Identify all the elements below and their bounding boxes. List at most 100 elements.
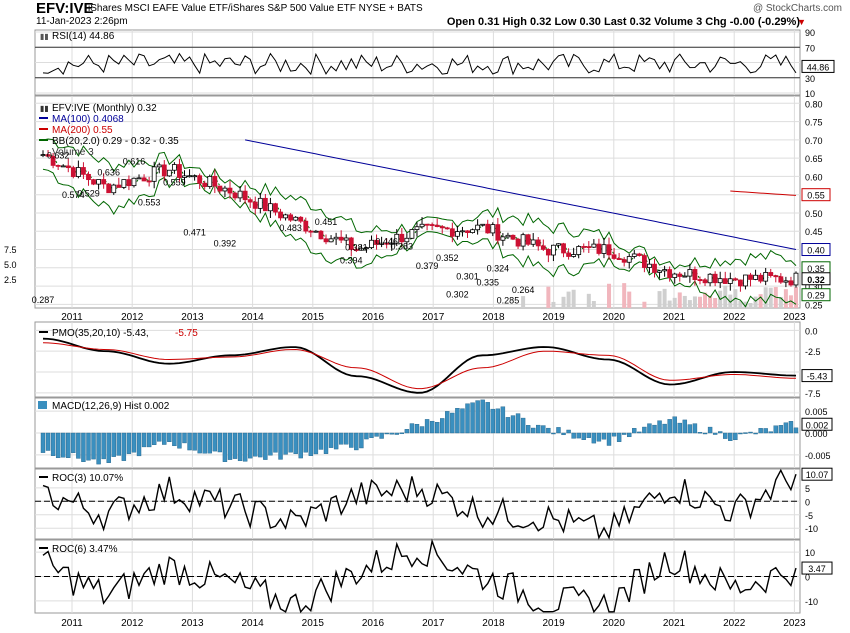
- candle-body: [561, 243, 566, 254]
- ma100-legend: MA(100) 0.4068: [52, 114, 124, 125]
- pmo-line: [42, 337, 797, 394]
- candle-body: [121, 179, 127, 188]
- macd-hist-bar: [293, 432, 298, 454]
- candle-body: [65, 165, 71, 169]
- macd-hist-bar: [162, 432, 167, 445]
- volume-bar: [667, 300, 672, 308]
- pmo-y-tick: -2.5: [805, 347, 821, 357]
- macd-hist-bar: [318, 432, 324, 450]
- macd-hist-bar: [409, 423, 415, 434]
- macd-hist-bar: [313, 432, 319, 455]
- candle-body: [384, 242, 390, 245]
- x-axis-label-lower: 2018: [482, 618, 505, 629]
- price-annotation: 0.381: [345, 242, 368, 252]
- candle-body: [520, 234, 526, 247]
- macd-hist-bar: [106, 432, 111, 463]
- x-axis-label-upper: 2013: [181, 312, 204, 323]
- macd-hist-bar: [344, 432, 349, 445]
- candle-body: [252, 201, 258, 209]
- candle-body: [273, 203, 278, 213]
- macd-hist-bar: [495, 408, 501, 434]
- candle-body: [455, 231, 460, 237]
- candle-body: [227, 187, 233, 194]
- macd-hist-bar: [551, 432, 556, 435]
- macd-hist-bar: [157, 432, 162, 442]
- candle-body: [399, 233, 405, 243]
- volume-bar: [753, 296, 758, 308]
- macd-hist-bar: [253, 432, 258, 457]
- volume-bar: [708, 295, 713, 308]
- candle-body: [480, 223, 486, 226]
- volume-bar: [662, 288, 667, 308]
- candle-body: [581, 246, 587, 248]
- candle-body: [672, 273, 678, 278]
- price-y-tick: 0.25: [805, 300, 823, 310]
- macd-hist-bar: [263, 432, 268, 460]
- volume-bar: [551, 301, 556, 308]
- candle-body: [475, 224, 481, 231]
- macd-hist-bar: [606, 432, 612, 446]
- x-axis-label-upper: 2019: [542, 312, 565, 323]
- macd-hist-bar: [61, 432, 66, 458]
- x-axis-label-lower: 2015: [302, 618, 325, 629]
- volume-bar: [682, 295, 687, 308]
- macd-hist-bar: [202, 432, 207, 454]
- macd-hist-bar: [627, 432, 632, 438]
- candle-body: [283, 214, 288, 219]
- candle-body: [727, 278, 733, 284]
- roc6-legend: ROC(6) 3.47%: [52, 544, 118, 555]
- x-axis-label-upper: 2022: [723, 312, 746, 323]
- candle-body: [374, 239, 379, 245]
- candle-body: [657, 270, 662, 273]
- macd-hist-bar: [480, 399, 485, 434]
- candle-body: [343, 237, 349, 241]
- macd-hist-bar: [172, 432, 177, 447]
- macd-hist-bar: [773, 425, 778, 434]
- candle-body: [576, 246, 582, 255]
- macd-hist-bar: [359, 432, 364, 449]
- candle-body: [389, 242, 395, 245]
- macd-hist-bar: [177, 432, 182, 449]
- volume-bar: [627, 291, 632, 308]
- candle-body: [409, 229, 415, 239]
- candle-body: [207, 176, 213, 187]
- volume-bar: [672, 297, 677, 308]
- macd-hist-bar: [424, 419, 430, 434]
- candle-body: [641, 255, 647, 268]
- candle-body: [667, 269, 673, 278]
- roc6-y-tick: 10: [805, 548, 815, 558]
- x-axis-label-upper: 2016: [362, 312, 385, 323]
- chart-date: 11-Jan-2023 2:26pm: [36, 16, 128, 27]
- candle-body: [308, 230, 314, 233]
- volume-bar: [521, 296, 526, 308]
- x-axis-label-upper: 2015: [302, 312, 325, 323]
- rsi-last-value-box: [801, 59, 835, 73]
- x-axis-label-upper: 2011: [61, 312, 83, 323]
- macd-legend: MACD(12,26,9) Hist 0.002: [52, 401, 170, 412]
- macd-hist-bar: [717, 431, 723, 434]
- roc3-y-tick: 0: [805, 497, 810, 507]
- candle-body: [96, 179, 101, 185]
- price-annotation: 0.394: [340, 256, 363, 266]
- macd-hist-bar: [470, 402, 475, 434]
- candle-body: [591, 243, 597, 248]
- candle-body: [551, 244, 556, 256]
- candle-body: [106, 183, 112, 194]
- macd-hist-bar: [298, 432, 303, 459]
- candle-body: [171, 164, 177, 171]
- x-axis-label-lower: 2014: [241, 618, 264, 629]
- rsi-y-tick: 30: [805, 74, 815, 84]
- price-legend-icon: ▮▮: [40, 104, 49, 113]
- volume-bar: [763, 287, 768, 308]
- candle-body: [616, 258, 622, 261]
- macd-y-tick: 0.000: [805, 429, 828, 439]
- price-annotation: 0.352: [436, 253, 459, 263]
- roc3-legend: ROC(3) 10.07%: [52, 473, 123, 484]
- rsi-legend: RSI(14) 44.86: [52, 31, 115, 42]
- price-annotation: 0.379: [416, 261, 439, 271]
- candle-body: [101, 179, 107, 185]
- macd-hist-bar: [677, 422, 682, 434]
- macd-hist-bar: [419, 426, 425, 434]
- macd-hist-bar: [71, 432, 76, 454]
- macd-hist-bar: [354, 432, 359, 451]
